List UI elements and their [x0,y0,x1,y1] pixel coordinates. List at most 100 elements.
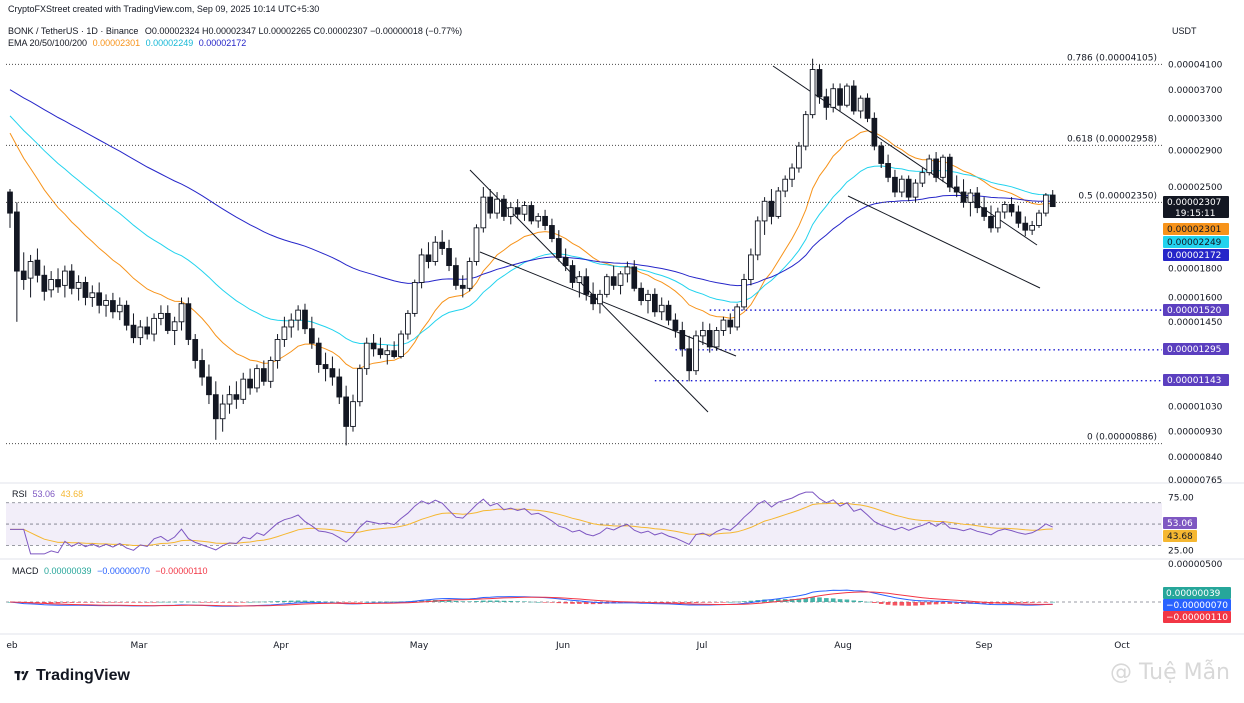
candle-body-up [734,306,741,328]
macd-histogram-bar [1002,602,1007,604]
price-tag [1163,196,1229,218]
price-axis-tick: 0.00000840 [1168,453,1223,463]
rsi-ma-tag-value: 43.68 [1167,532,1193,542]
candle-body-up [466,261,473,289]
ema100-line [9,115,1053,347]
candle [940,154,946,183]
price-axis-tick: 0.00002900 [1168,146,1223,156]
rsi-legend[interactable]: RSI 53.06 43.68 [12,488,83,500]
candle [782,175,789,198]
macd-histogram-bar [254,601,260,603]
candle [898,175,905,198]
candle [953,175,960,198]
candle [926,154,933,176]
candle-body-down [651,293,658,313]
macd-histogram-bar [686,602,692,604]
candle-body-down [974,192,981,209]
macd-histogram-bar [570,602,575,604]
candle-body-down [123,304,130,326]
candle [665,300,672,326]
candle [590,282,596,311]
candle [110,292,116,319]
candle [521,201,528,221]
candle [151,313,157,342]
candle-body-down [315,342,322,365]
candle-body-up [713,330,720,348]
candle-body-down [453,265,459,286]
date-axis-tick: Mar [131,641,148,651]
candle-body-up [809,69,816,116]
candle-body-up [480,196,487,229]
candle [507,202,514,225]
candle [439,230,446,255]
candle-body-up [802,114,809,147]
ema-legend[interactable]: EMA 20/50/100/200 0.00002301 0.00002249 … [8,37,246,49]
price-tag-countdown: 19:15:11 [1175,209,1215,219]
macd-histogram-bar [103,602,109,603]
candle [645,289,651,314]
candle-body-up [27,261,34,279]
macd-histogram-bar [302,600,308,602]
macd-histogram-bar [817,597,822,602]
candle [569,260,576,289]
macd-histogram-bar [131,602,136,603]
macd-histogram-bar [117,602,123,603]
candle [370,334,377,357]
candle-body-up [748,254,754,281]
candle-body-up [219,403,226,420]
macd-histogram-bar [110,602,116,603]
candle [137,320,144,346]
price-axis-tick: 0.00000765 [1168,476,1222,486]
candle [720,316,727,336]
candle [226,385,233,414]
candle-body-down [20,270,27,281]
candle [164,305,171,335]
ema200-line [9,89,1053,287]
candle-body-down [686,348,692,372]
macd-histogram-bar [69,602,75,603]
ema50-value: 0.00002301 [92,38,141,48]
candle [946,153,953,193]
candle [418,248,425,289]
candle [679,321,686,357]
candle [55,268,61,293]
macd-legend[interactable]: MACD 0.00000039 −0.00000070 −0.00000110 [12,565,208,577]
candle-body-down [233,394,240,400]
tradingview-brand[interactable]: TradingView [14,667,130,685]
macd-histogram-bar [446,600,452,602]
macd-histogram-bar [974,602,980,604]
candle [62,265,68,298]
candle-body-up [288,319,295,328]
candle [631,260,638,292]
rsi-tag-value: 53.06 [1167,519,1193,529]
macd-histogram-bar [391,601,397,603]
candle [96,282,103,314]
macd-histogram-bar [728,601,733,603]
candle-body-down [212,394,219,420]
price-tag-value: 0.00002307 [1167,198,1221,208]
candle [802,110,809,151]
symbol-label[interactable]: BONK / TetherUS · 1D · Binance [8,26,139,36]
candle [892,169,898,198]
macd-histogram-bar [364,601,370,603]
candle [41,265,48,301]
rsi-ma-tag [1163,530,1197,542]
candle-body-down [247,378,253,389]
candle [89,285,96,307]
macd-histogram-bar [282,600,287,602]
candle [82,276,89,306]
macd-histogram-bar [227,602,232,603]
macd-histogram-bar [76,602,81,603]
macd-histogram-bar [192,601,198,603]
candle [288,313,295,338]
candle-body-down [425,254,432,262]
quote-currency[interactable]: USDT [1172,26,1197,36]
candle [734,303,741,331]
macd-histogram-bar [83,602,88,603]
candle-body-up [171,321,178,331]
candle-body-down [562,257,569,267]
candle-body-up [295,309,301,321]
macd-histogram-bar [542,602,548,603]
candle [20,252,27,290]
